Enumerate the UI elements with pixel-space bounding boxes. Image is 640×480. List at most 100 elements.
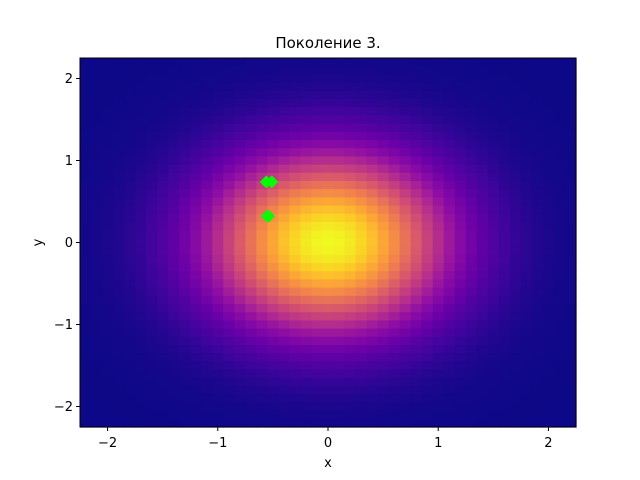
heatmap-cell [256, 287, 268, 297]
heatmap-cell [311, 222, 324, 231]
heatmap-cell [542, 123, 555, 133]
heatmap-cell [388, 181, 401, 190]
heatmap-cell [201, 263, 213, 272]
heatmap-cell [322, 205, 335, 215]
heatmap-cell [421, 246, 434, 256]
heatmap-cell [179, 82, 191, 92]
heatmap-cell [399, 74, 412, 84]
heatmap-cell [553, 230, 566, 239]
heatmap-cell [443, 131, 456, 141]
heatmap-cell [91, 222, 103, 231]
heatmap-cell [124, 197, 136, 207]
heatmap-cell [234, 287, 246, 297]
heatmap-cell [553, 386, 566, 395]
heatmap-cell [520, 361, 533, 371]
heatmap-cell [531, 99, 544, 108]
heatmap-cell [256, 82, 268, 92]
heatmap-cell [124, 140, 136, 149]
heatmap-cell [509, 254, 522, 264]
heatmap-cell [465, 279, 478, 289]
heatmap-cell [190, 386, 202, 395]
heatmap-cell [465, 353, 478, 362]
heatmap-cell [465, 312, 478, 321]
heatmap-cell [509, 287, 522, 297]
heatmap-cell [465, 123, 478, 133]
heatmap-cell [410, 213, 423, 223]
heatmap-cell [432, 197, 445, 207]
heatmap-cell [80, 312, 92, 321]
heatmap-cell [289, 197, 302, 207]
heatmap-cell [124, 271, 136, 280]
heatmap-cell [399, 123, 412, 133]
heatmap-cell [278, 131, 291, 141]
heatmap-cell [564, 189, 577, 198]
heatmap-cell [322, 90, 335, 100]
heatmap-cell [223, 386, 235, 395]
heatmap-cell [542, 107, 555, 116]
heatmap-cell [432, 82, 445, 92]
heatmap-cell [333, 107, 346, 116]
heatmap-cell [553, 58, 566, 67]
heatmap-cell [179, 66, 191, 75]
heatmap-cell [322, 230, 335, 239]
heatmap-cell [91, 107, 103, 116]
heatmap-cell [223, 164, 235, 174]
heatmap-cell [388, 271, 401, 280]
heatmap-cell [498, 361, 511, 371]
heatmap-cell [300, 295, 313, 305]
heatmap-cell [311, 164, 324, 174]
heatmap-cell [432, 172, 445, 182]
heatmap-cell [377, 418, 390, 428]
heatmap-cell [520, 295, 533, 305]
heatmap-cell [311, 82, 324, 92]
heatmap-cell [300, 263, 313, 272]
heatmap-cell [542, 238, 555, 248]
heatmap-cell [542, 402, 555, 412]
heatmap-cell [366, 107, 379, 116]
heatmap-cell [333, 386, 346, 395]
heatmap-cell [168, 90, 180, 100]
heatmap-cell [553, 402, 566, 412]
heatmap-cell [333, 58, 346, 67]
heatmap-cell [124, 74, 136, 84]
heatmap-cell [553, 107, 566, 116]
heatmap-cell [212, 131, 224, 141]
heatmap-cell [146, 222, 158, 231]
heatmap-cell [366, 410, 379, 420]
heatmap-cell [223, 394, 235, 403]
heatmap-cell [432, 230, 445, 239]
heatmap-cell [366, 115, 379, 125]
heatmap-cell [212, 172, 224, 182]
heatmap-cell [388, 246, 401, 256]
heatmap-cell [80, 394, 92, 403]
heatmap-cell [421, 394, 434, 403]
heatmap-cell [520, 238, 533, 248]
heatmap-cell [465, 181, 478, 190]
heatmap-cell [300, 156, 313, 166]
heatmap-cell [344, 238, 357, 248]
heatmap-cell [234, 172, 246, 182]
heatmap-cell [190, 213, 202, 223]
heatmap-cell [487, 369, 500, 379]
heatmap-cell [476, 115, 489, 125]
heatmap-cell [146, 263, 158, 272]
heatmap-cell [245, 295, 257, 305]
heatmap-cell [564, 369, 577, 379]
heatmap-cell [366, 254, 379, 264]
heatmap-cell [256, 230, 268, 239]
heatmap-cell [289, 279, 302, 289]
heatmap-cell [564, 271, 577, 280]
heatmap-cell [410, 82, 423, 92]
heatmap-cell [212, 213, 224, 223]
heatmap-cell [179, 140, 191, 149]
heatmap-cell [179, 107, 191, 116]
heatmap-cell [388, 222, 401, 231]
heatmap-cell [289, 222, 302, 231]
heatmap-cell [344, 279, 357, 289]
heatmap-cell [234, 99, 246, 108]
heatmap-cell [553, 320, 566, 330]
heatmap-cell [201, 140, 213, 149]
heatmap-cell [487, 263, 500, 272]
heatmap-cell [509, 213, 522, 223]
heatmap-cell [146, 394, 158, 403]
